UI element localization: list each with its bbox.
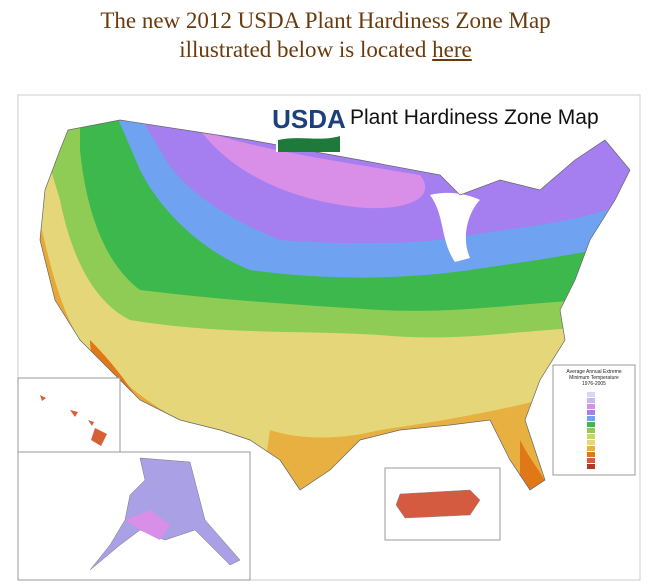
alaska-south	[125, 510, 170, 540]
header-line2-text: illustrated below is located	[179, 37, 427, 62]
header-line2: illustrated below is located here	[0, 35, 651, 64]
hawaii	[40, 395, 107, 446]
legend-subtitle: Minimum Temperature	[569, 375, 619, 381]
hawaii-inset	[17, 377, 121, 459]
here-link[interactable]: here	[432, 37, 472, 62]
header: The new 2012 USDA Plant Hardiness Zone M…	[0, 6, 651, 64]
puerto-rico	[395, 489, 481, 519]
legend-swatches	[587, 392, 595, 469]
alaska-inset	[17, 451, 251, 581]
legend-period: 1976-2005	[582, 381, 606, 387]
header-line1: The new 2012 USDA Plant Hardiness Zone M…	[100, 8, 551, 33]
usda-logo: USDA	[272, 104, 346, 134]
logo-swoosh	[278, 136, 340, 152]
map-title: Plant Hardiness Zone Map	[350, 106, 599, 129]
legend-title: Average Annual Extreme	[566, 369, 621, 375]
